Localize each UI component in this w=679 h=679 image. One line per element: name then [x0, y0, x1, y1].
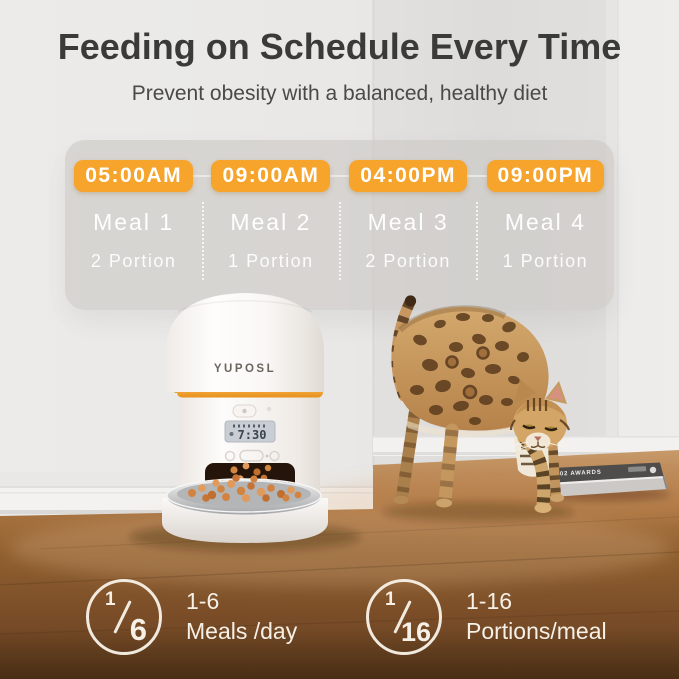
column-divider [202, 202, 204, 280]
header: Feeding on Schedule Every Time Prevent o… [0, 0, 679, 106]
book-spine-label: 02 AWARDS [560, 470, 602, 478]
cat-spots [410, 313, 529, 425]
display-time: 7:30 [238, 428, 267, 442]
book-top [552, 462, 664, 483]
feature-label: Portions/meal [466, 618, 607, 644]
page-subtitle: Prevent obesity with a balanced, healthy… [131, 82, 548, 105]
books: 02 AWARDS [542, 462, 670, 501]
fraction-badge: 1 16 [366, 579, 442, 655]
feature-portions-per-meal: 1 16 1-16 Portions/meal [366, 579, 607, 655]
meal-portion: 2 Portion [90, 251, 177, 271]
lcd-display [224, 420, 276, 443]
feature-range: 1-6 [186, 588, 220, 615]
meal-time-badge: 09:00AM [211, 160, 331, 192]
cat-shadow [383, 502, 573, 522]
timeline-connector [125, 175, 554, 177]
meal-portion: 1 Portion [502, 251, 589, 271]
fraction-numerator: 1 [385, 589, 396, 610]
fraction-badge: 1 6 [86, 579, 162, 655]
meal-slot-2: 09:00AM Meal 2 1 Portion [202, 140, 339, 310]
feature-label: Meals /day [186, 618, 298, 644]
meal-time-badge: 09:00PM [486, 160, 605, 192]
meal-time-badge: 05:00AM [74, 160, 194, 192]
meal-slot-4: 09:00PM Meal 4 1 Portion [477, 140, 614, 310]
meal-portion: 1 Portion [228, 251, 314, 271]
column-divider [339, 202, 341, 280]
meal-name: Meal 1 [93, 209, 175, 235]
feature-meals-per-day: 1 6 1-6 Meals /day [86, 579, 297, 655]
kibble [188, 474, 302, 502]
meal-time-badge: 04:00PM [349, 160, 467, 192]
meal-slot-1: 05:00AM Meal 1 2 Portion [65, 140, 202, 310]
meal-slot-3: 04:00PM Meal 3 2 Portion [340, 140, 477, 310]
food-bowl [166, 474, 322, 515]
feeder-lid [166, 293, 324, 392]
cat [383, 295, 573, 522]
cat-paw [534, 503, 552, 513]
feature-range: 1-16 [466, 588, 513, 615]
fraction-denominator: 16 [400, 617, 431, 647]
column-divider [476, 202, 478, 280]
fraction-numerator: 1 [105, 589, 116, 610]
meal-name: Meal 4 [504, 209, 586, 235]
feature-callouts: 1 6 1-6 Meals /day 1 16 1-16 Portions/me… [0, 579, 679, 659]
pet-feeder: 7:30 [130, 293, 360, 551]
control-panel: 7:30 [224, 404, 280, 462]
page-title: Feeding on Schedule Every Time [57, 26, 622, 67]
cat-ear-left [514, 379, 536, 404]
meal-name: Meal 3 [367, 209, 449, 235]
cat-head [508, 379, 571, 453]
fraction-denominator: 6 [129, 612, 147, 647]
meal-name: Meal 2 [230, 209, 312, 235]
brand-label: YUPOSL [214, 363, 276, 375]
meal-portion: 2 Portion [365, 251, 451, 271]
schedule-card: 05:00AM Meal 1 2 Portion 09:00AM Meal 2 … [65, 140, 614, 310]
